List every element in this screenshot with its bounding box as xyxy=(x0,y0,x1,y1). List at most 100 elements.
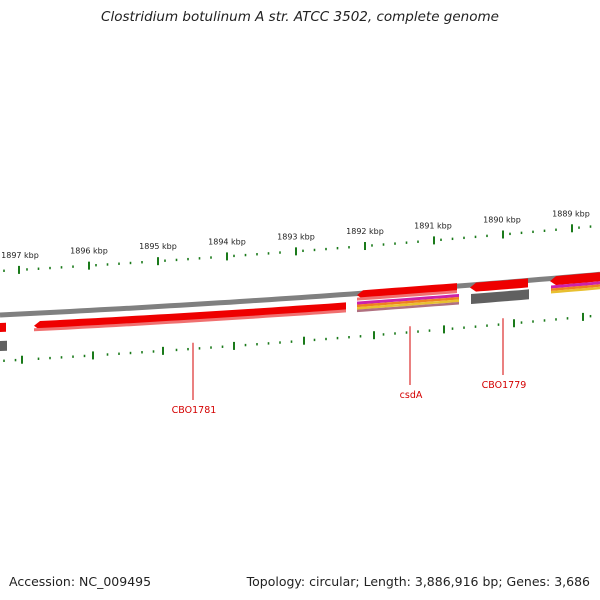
cds-reverse-cbo1779[interactable] xyxy=(471,289,529,304)
outer-major-tick-5 xyxy=(364,242,366,251)
inner-minor-tick xyxy=(198,347,201,350)
cog-band-yellow[interactable] xyxy=(357,299,459,310)
gene-label[interactable]: CBO1779 xyxy=(482,380,527,391)
outer-minor-tick xyxy=(555,228,557,231)
outer-minor-tick xyxy=(543,229,546,232)
inner-minor-tick xyxy=(3,359,5,362)
outer-major-tick-1 xyxy=(88,261,90,270)
gene-label-group: CBO1781 csdA CBO1779 xyxy=(172,318,527,416)
tick-label-group: 1897 kbp 1896 kbp 1895 kbp 1894 kbp 1893 kbp… xyxy=(1,209,590,259)
outer-minor-tick xyxy=(26,268,28,271)
tick-label: 1896 kbp xyxy=(70,247,108,256)
gene-label[interactable]: CBO1781 xyxy=(172,405,217,416)
tick-label: 1891 kbp xyxy=(414,221,452,230)
tick-label: 1892 kbp xyxy=(346,227,384,236)
genome-summary-text: Topology: circular; Length: 3,886,916 bp… xyxy=(246,574,590,589)
inner-major-tick-2 xyxy=(162,346,164,355)
inner-minor-tick xyxy=(463,326,465,329)
cds-reverse-edge[interactable] xyxy=(0,340,7,351)
outer-minor-tick xyxy=(233,254,235,258)
inner-minor-tick xyxy=(428,329,431,332)
outer-minor-tick xyxy=(118,262,120,265)
outer-minor-tick xyxy=(198,257,201,260)
inner-minor-tick xyxy=(106,353,109,356)
inner-minor-tick xyxy=(348,336,350,339)
inner-minor-tick xyxy=(497,323,500,326)
outer-minor-tick xyxy=(440,238,442,242)
outer-minor-tick xyxy=(313,248,316,252)
outer-major-tick-2 xyxy=(157,257,159,266)
outer-minor-tick xyxy=(187,257,189,261)
inner-major-tick-6 xyxy=(443,325,445,334)
cog-band-yellow-edge[interactable] xyxy=(551,286,600,294)
inner-minor-tick xyxy=(486,324,488,327)
outer-minor-tick xyxy=(382,243,385,246)
map-title: Clostridium botulinum A str. ATCC 3502, … xyxy=(101,9,499,25)
cog-band-magenta-edge[interactable] xyxy=(551,281,600,289)
outer-tick-ring xyxy=(3,224,592,274)
outer-minor-tick xyxy=(267,252,270,255)
outer-minor-tick xyxy=(578,226,580,229)
inner-minor-tick xyxy=(244,343,247,347)
outer-minor-tick xyxy=(463,236,465,240)
inner-minor-tick xyxy=(325,337,327,341)
outer-minor-tick xyxy=(474,235,477,239)
cds-arrow-edge-right[interactable] xyxy=(550,272,600,286)
outer-major-tick-8 xyxy=(571,224,573,233)
cds-rim-cbo1781[interactable] xyxy=(34,309,346,332)
cog-band-orange[interactable] xyxy=(357,297,459,308)
cog-band-orange-edge[interactable] xyxy=(551,284,600,291)
outer-minor-tick xyxy=(95,264,97,267)
inner-minor-tick xyxy=(417,330,419,333)
inner-tick-ring xyxy=(3,312,592,364)
cds-arrow-edge-left[interactable] xyxy=(0,322,6,332)
inner-minor-tick xyxy=(520,321,523,324)
cds-rim-csda[interactable] xyxy=(357,290,457,301)
outer-minor-tick xyxy=(49,266,51,270)
outer-minor-tick xyxy=(3,269,5,272)
outer-minor-tick xyxy=(451,237,454,241)
outer-major-tick-6 xyxy=(433,236,435,245)
cds-arrow-csda[interactable] xyxy=(357,283,457,300)
inner-major-tick-0 xyxy=(21,355,23,364)
inner-minor-tick xyxy=(141,351,143,354)
inner-minor-tick xyxy=(49,356,51,360)
accession-text: Accession: NC_009495 xyxy=(9,574,152,589)
outer-minor-tick xyxy=(72,265,74,268)
tick-label: 1893 kbp xyxy=(277,232,315,241)
inner-minor-tick xyxy=(555,318,557,321)
outer-minor-tick xyxy=(164,259,166,262)
cds-arrow-cbo1781[interactable] xyxy=(34,302,346,330)
outer-minor-tick xyxy=(141,261,143,264)
inner-minor-tick xyxy=(543,319,546,322)
cds-arrow-cbo1780[interactable] xyxy=(470,278,528,292)
tick-label: 1897 kbp xyxy=(1,251,39,260)
inner-minor-tick xyxy=(405,331,408,334)
outer-minor-tick xyxy=(244,253,247,257)
inner-minor-tick xyxy=(118,352,120,355)
inner-minor-tick xyxy=(37,357,40,360)
inner-minor-tick xyxy=(187,347,189,351)
outer-minor-tick xyxy=(348,246,350,249)
feature-track[interactable] xyxy=(0,272,600,351)
gene-label[interactable]: csdA xyxy=(400,390,423,401)
inner-minor-tick xyxy=(152,350,155,353)
inner-minor-tick xyxy=(210,346,212,349)
outer-minor-tick xyxy=(520,231,523,235)
tick-label: 1890 kbp xyxy=(483,216,521,225)
outer-minor-tick xyxy=(417,240,419,243)
inner-major-tick-1 xyxy=(92,351,94,360)
cog-band-rose[interactable] xyxy=(357,302,459,313)
inner-major-tick-5 xyxy=(373,331,375,340)
outer-minor-tick xyxy=(175,258,178,262)
tick-label: 1895 kbp xyxy=(139,242,177,251)
inner-minor-tick xyxy=(267,342,270,345)
cog-band-magenta[interactable] xyxy=(357,294,459,305)
outer-major-tick-7 xyxy=(502,230,504,239)
inner-minor-tick xyxy=(279,341,281,344)
outer-minor-tick xyxy=(371,244,373,247)
inner-minor-tick xyxy=(589,314,592,318)
inner-major-tick-8 xyxy=(582,312,584,321)
inner-minor-tick xyxy=(60,356,63,359)
